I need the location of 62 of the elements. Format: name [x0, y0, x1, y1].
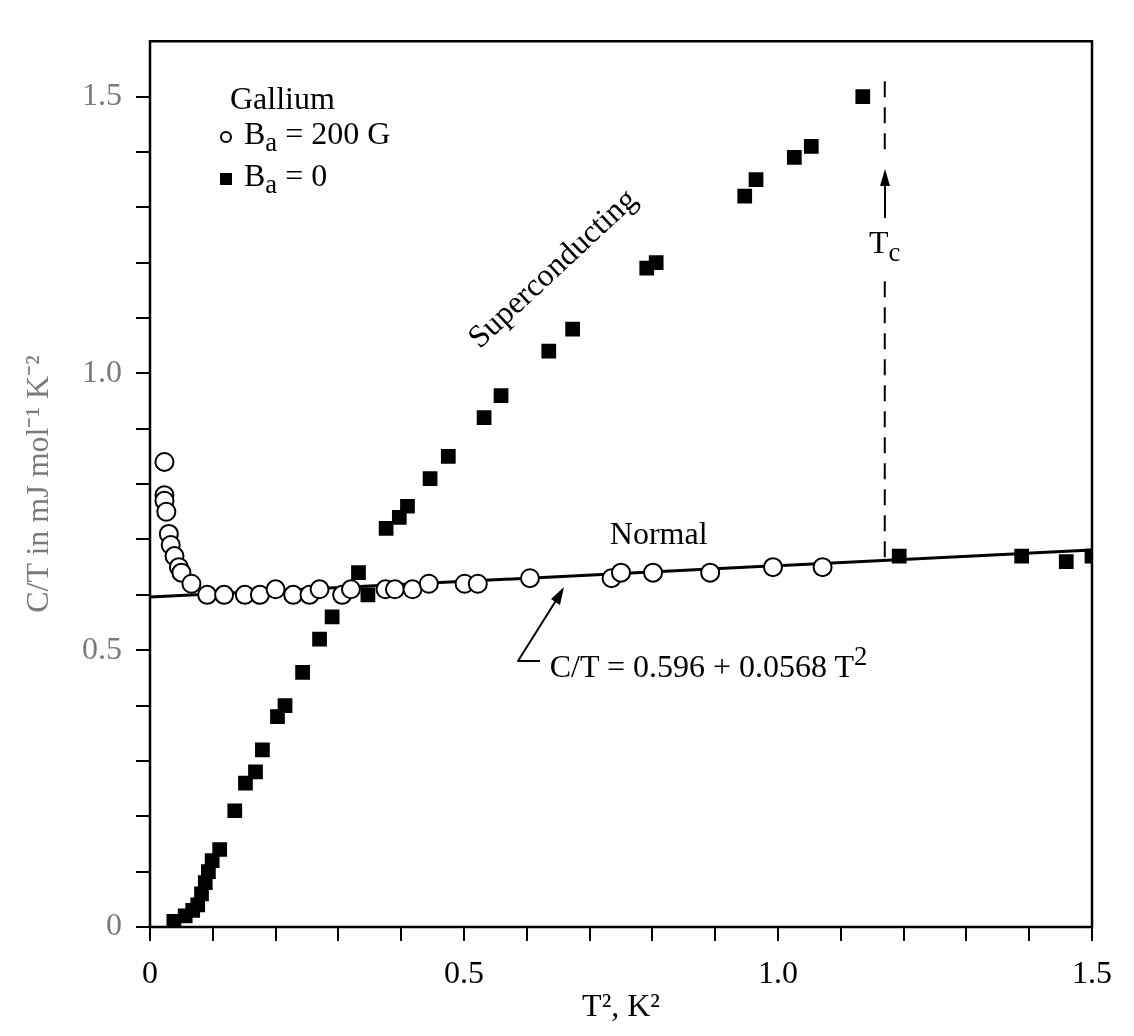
point [611, 562, 631, 583]
point [786, 150, 802, 165]
point [212, 842, 228, 857]
point [351, 565, 366, 581]
annotation: C/T = 0.596 + 0.0568 T$^{2}$ [549, 640, 868, 684]
point [156, 501, 177, 522]
point [648, 255, 664, 271]
point [249, 584, 270, 605]
point [440, 449, 456, 464]
point [197, 584, 218, 605]
point [378, 521, 394, 536]
point [476, 410, 492, 426]
point [309, 579, 330, 600]
point [1058, 554, 1074, 569]
y-tick-label: 0 [106, 906, 122, 943]
point [493, 388, 509, 403]
point [418, 573, 439, 594]
point [402, 579, 423, 600]
point [238, 775, 253, 791]
point [737, 188, 753, 204]
point [855, 89, 871, 104]
point [181, 573, 202, 594]
x-tick-label: 0 [142, 953, 158, 990]
point [227, 803, 243, 819]
point [324, 609, 340, 625]
point [312, 631, 327, 647]
point [1014, 548, 1030, 564]
point [277, 698, 293, 713]
point [384, 579, 405, 600]
point [295, 664, 310, 680]
point [422, 471, 438, 486]
legend-label: B$_{a}$ = 0 [244, 157, 328, 200]
point [214, 584, 235, 605]
point [803, 139, 819, 154]
y-axis-title: C/T in mJ mol⁻¹ K⁻² [19, 355, 56, 613]
y-tick-label: 0.5 [82, 629, 122, 666]
point [400, 498, 415, 514]
point [255, 742, 270, 758]
point [748, 172, 764, 187]
point [643, 562, 664, 583]
point [248, 764, 263, 780]
point [762, 557, 783, 578]
point [700, 562, 721, 583]
point [360, 587, 376, 603]
point [154, 451, 175, 472]
x-axis-title: T², K² [582, 987, 660, 1024]
x-tick-label: 1.0 [758, 953, 798, 990]
y-tick-label: 1.0 [82, 352, 122, 389]
x-tick-label: 1.5 [1072, 953, 1112, 990]
point [891, 548, 907, 564]
point [265, 579, 286, 600]
point [283, 584, 304, 605]
point [812, 557, 833, 578]
annotation: Normal [609, 515, 708, 552]
y-tick-label: 1.5 [82, 75, 122, 112]
point [340, 579, 361, 600]
point [519, 568, 540, 589]
legend-title: Gallium [230, 80, 336, 117]
x-tick-label: 0.5 [444, 953, 484, 990]
legend-label: B$_{a}$ = 200 G [244, 115, 391, 159]
point [467, 573, 488, 594]
ref-line-label: T$_{c}$ [869, 224, 901, 268]
